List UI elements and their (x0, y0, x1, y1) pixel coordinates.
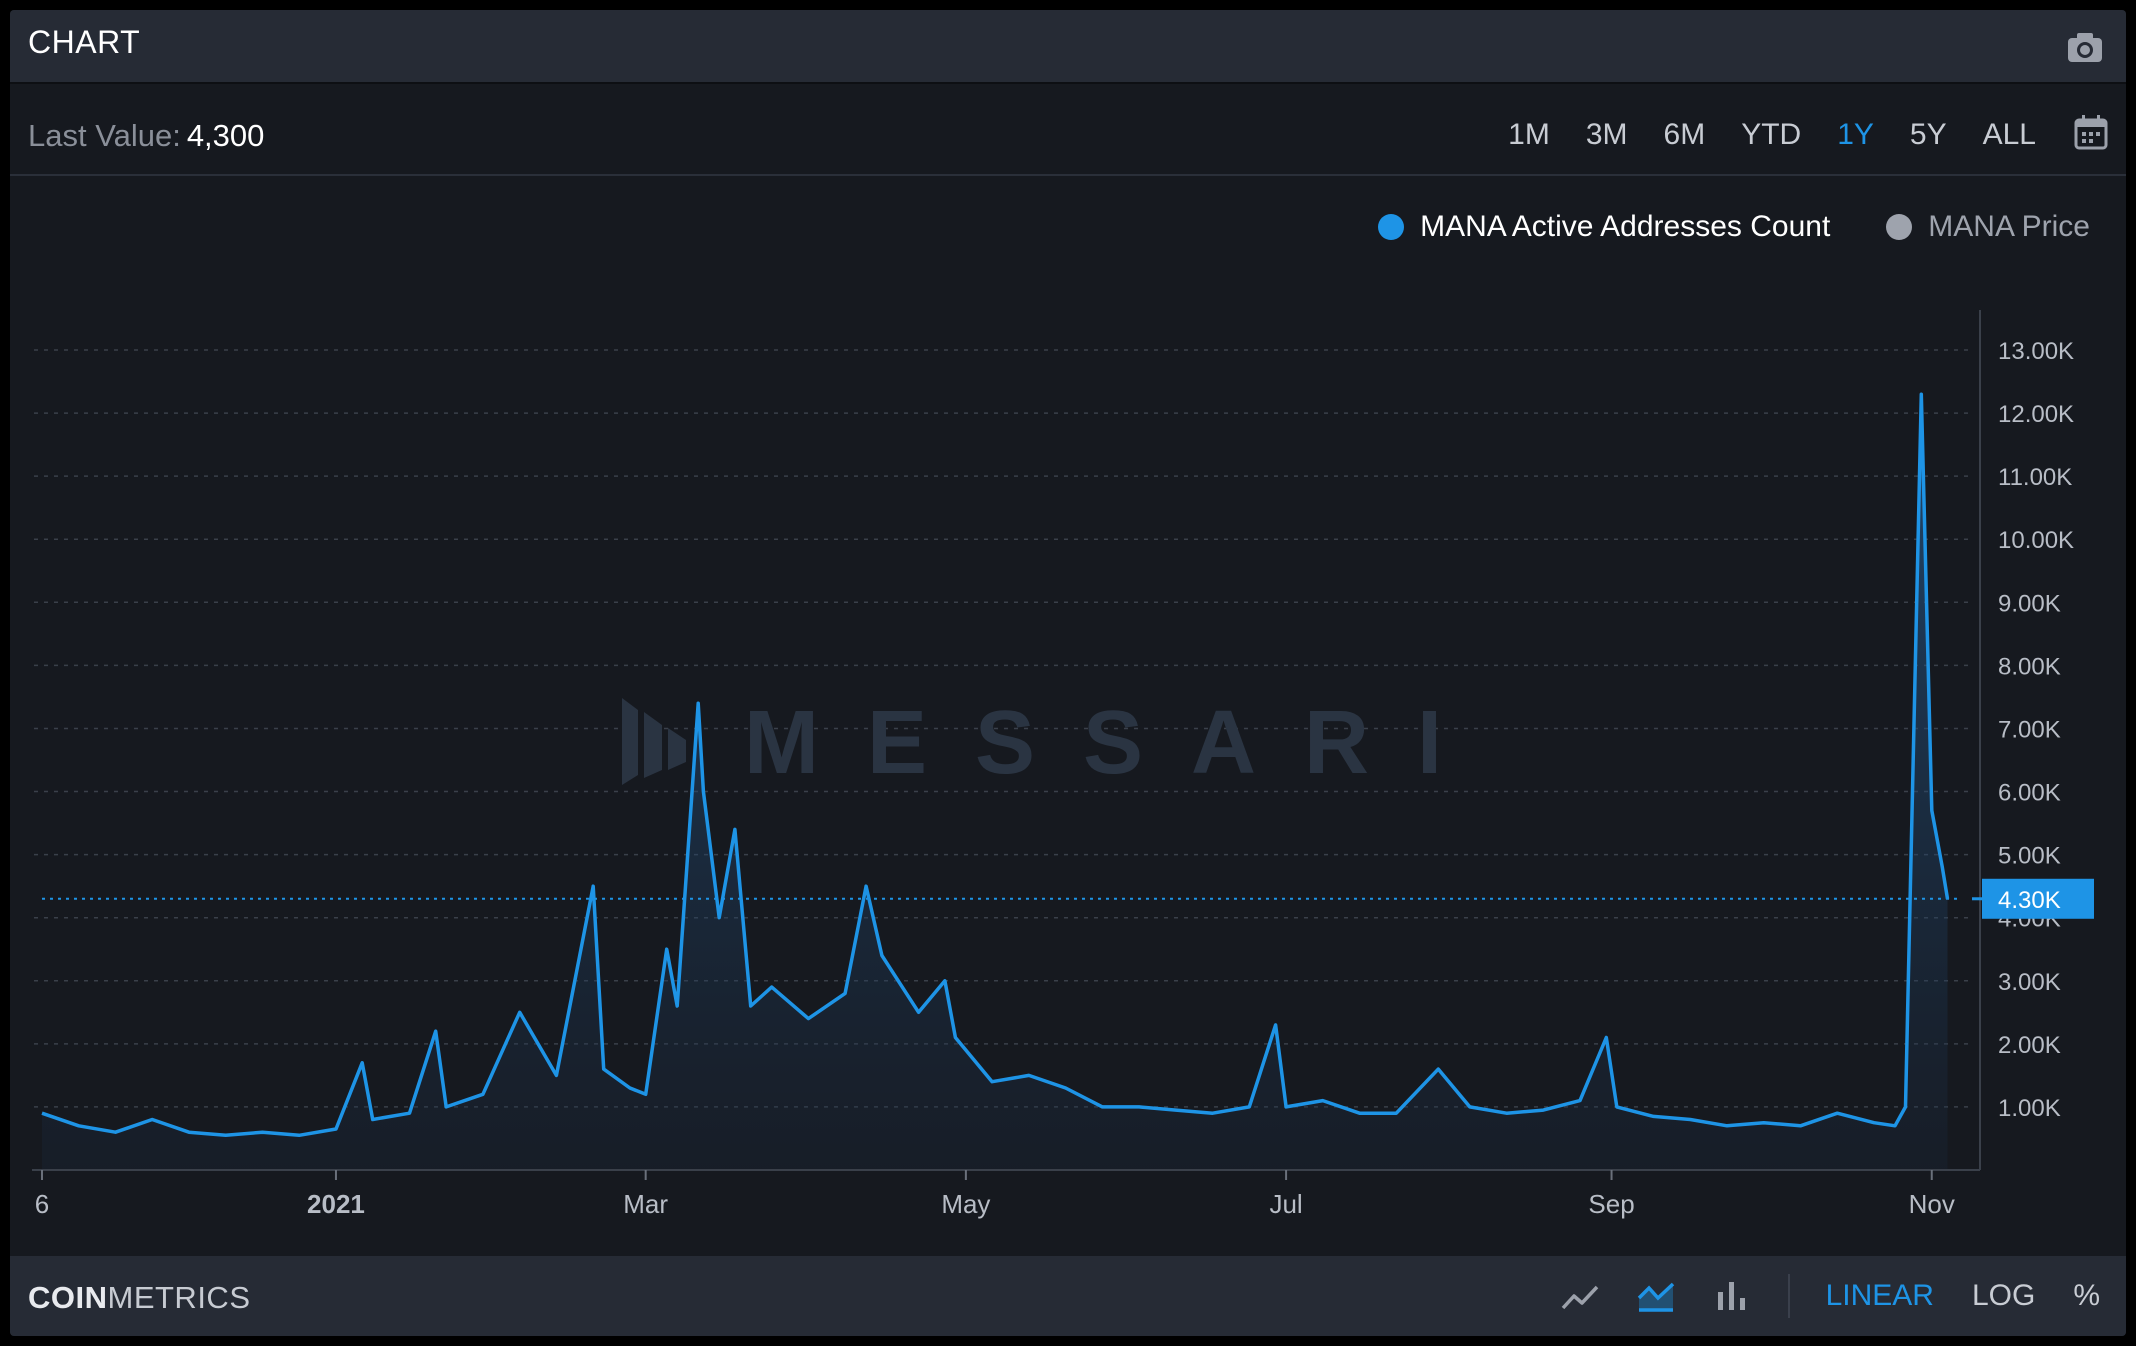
range-all-button[interactable]: ALL (1982, 118, 2036, 151)
chart-plot[interactable]: MESSARI 1.00K2.00K3.00K4.00K5.00K6.00K7.… (10, 10, 2126, 1240)
y-tick-label: 1.00K (1998, 1095, 2061, 1122)
x-tick-label: Mar (623, 1189, 668, 1219)
y-tick-label: 7.00K (1998, 716, 2061, 743)
y-tick-label: 11.00K (1998, 464, 2072, 491)
last-value: Last Value: 4,300 (28, 118, 264, 154)
x-tick-label: Nov (1909, 1189, 1955, 1219)
tools-divider (1787, 1274, 1790, 1318)
scale-log-button[interactable]: LOG (1971, 1279, 2036, 1312)
x-tick-label: May (941, 1189, 990, 1219)
last-value-label: Last Value: (28, 118, 181, 153)
y-tick-label: 13.00K (1998, 338, 2074, 365)
last-value-number: 4,300 (186, 118, 265, 153)
current-value-tag (1982, 878, 2094, 919)
scale-percent-button[interactable]: % (2073, 1279, 2100, 1312)
legend-label-active-addresses: MANA Active Addresses Count (1420, 210, 1831, 243)
brand-bold: COIN (28, 1280, 108, 1315)
legend-item-price[interactable]: MANA Price (1886, 210, 2090, 244)
range-ytd-button[interactable]: YTD (1741, 118, 1802, 151)
y-tick-label: 9.00K (1998, 590, 2061, 617)
brand-light: METRICS (107, 1280, 251, 1315)
range-bar: Last Value: 4,300 1M 3M 6M YTD 1Y 5Y ALL (10, 84, 2126, 176)
range-5y-button[interactable]: 5Y (1909, 118, 1947, 151)
camera-icon[interactable] (2066, 30, 2104, 64)
y-tick-label: 8.00K (1998, 653, 2061, 680)
y-tick-label: 10.00K (1998, 527, 2074, 554)
chart-footer: COINMETRICS LINEAR LOG % (10, 1256, 2126, 1336)
range-3m-button[interactable]: 3M (1585, 118, 1628, 151)
legend-label-price: MANA Price (1928, 210, 2090, 243)
series-line-active-addresses (41, 392, 1950, 1138)
messari-logo-icon-right (668, 728, 686, 770)
chart-legend: MANA Active Addresses Count MANA Price (1322, 210, 2090, 244)
legend-dot-active-addresses (1378, 214, 1405, 240)
area-chart-icon[interactable] (1636, 1276, 1676, 1316)
range-1m-button[interactable]: 1M (1508, 118, 1550, 151)
y-tick-label: 5.00K (1998, 843, 2061, 870)
messari-watermark: MESSARI (622, 693, 1490, 793)
x-tick-label: Jul (1269, 1189, 1302, 1219)
y-tick-label: 12.00K (1998, 401, 2074, 428)
range-1y-button[interactable]: 1Y (1837, 118, 1874, 151)
line-chart-icon[interactable] (1560, 1276, 1600, 1316)
messari-logo-icon (622, 698, 638, 785)
chart-header-title: CHART (28, 24, 141, 60)
x-tick-label: Sep (1588, 1189, 1634, 1219)
x-tick-label: 6 (35, 1189, 49, 1219)
chart-header: CHART (10, 10, 2126, 84)
messari-watermark-text: MESSARI (744, 693, 1490, 793)
coinmetrics-logo: COINMETRICS (28, 1280, 251, 1316)
calendar-icon[interactable] (2074, 114, 2108, 150)
chart-panel: CHART Last Value: 4,300 1M 3M 6M YTD 1Y 5… (10, 10, 2126, 1336)
scale-linear-button[interactable]: LINEAR (1825, 1279, 1934, 1312)
y-tick-label: 2.00K (1998, 1032, 2061, 1059)
range-6m-button[interactable]: 6M (1663, 118, 1706, 151)
legend-dot-price (1886, 214, 1913, 240)
x-tick-label: 2021 (307, 1189, 365, 1219)
chart-tools: LINEAR LOG % (1560, 1256, 2106, 1336)
current-value-label: 4.30K (1998, 887, 2061, 914)
legend-item-active-addresses[interactable]: MANA Active Addresses Count (1378, 210, 1830, 244)
range-selector: 1M 3M 6M YTD 1Y 5Y ALL (1472, 118, 2036, 152)
bar-chart-icon[interactable] (1712, 1276, 1752, 1316)
y-tick-label: 3.00K (1998, 969, 2061, 996)
y-tick-label: 6.00K (1998, 780, 2061, 807)
messari-logo-icon-mid (644, 712, 662, 778)
